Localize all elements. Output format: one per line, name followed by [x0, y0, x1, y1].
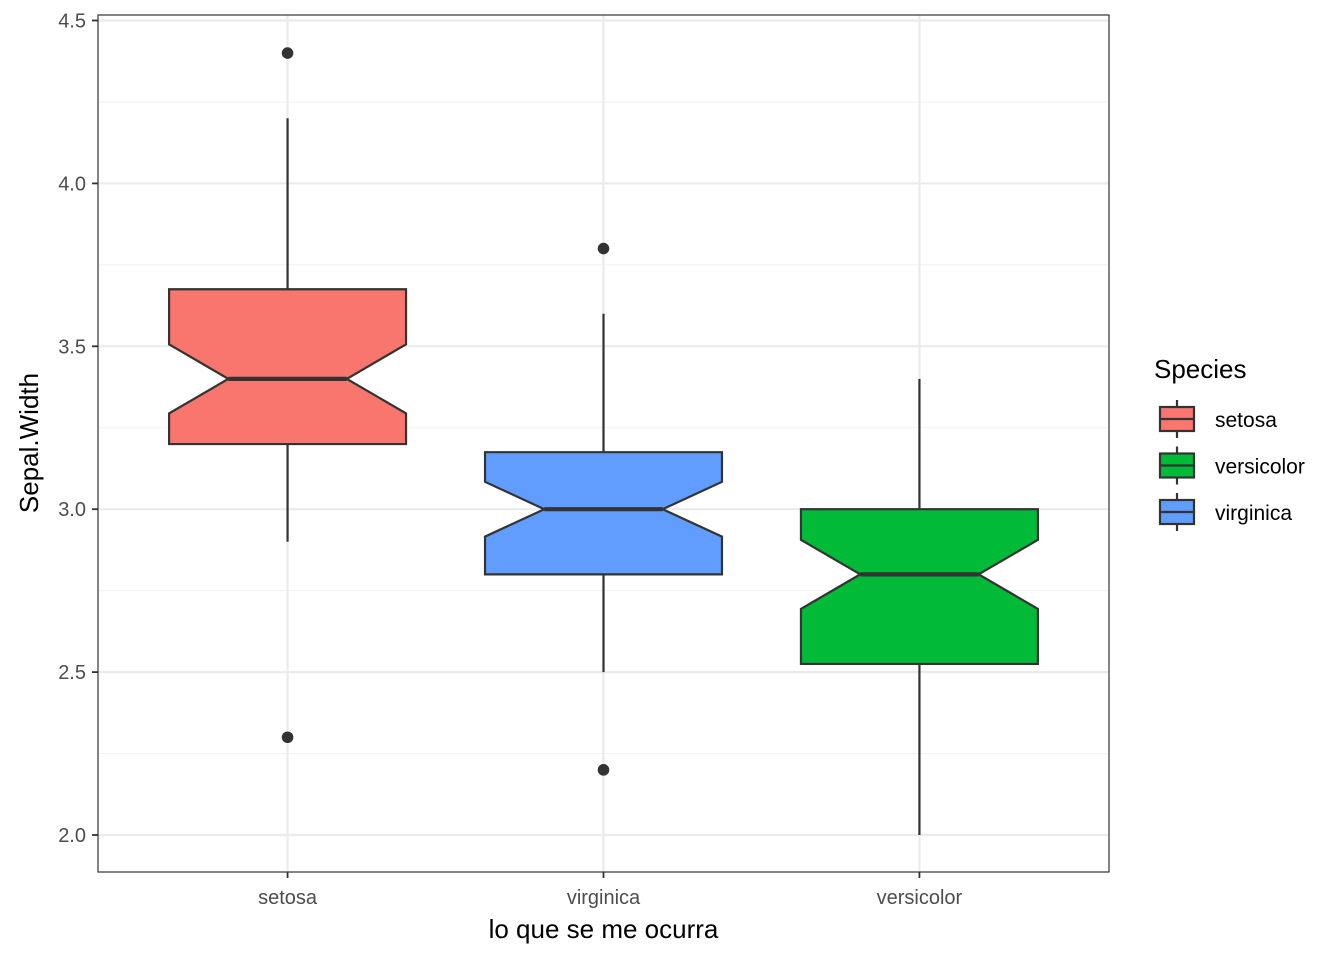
- y-tick-label: 2.0: [58, 825, 86, 847]
- axes: 2.0 2.5 3.0 3.5 4.0 4.5 setosa virginica versico…: [58, 11, 962, 910]
- boxes: [167, 47, 1040, 835]
- y-tick-label: 2.5: [58, 662, 86, 684]
- x-tick-label: virginica: [567, 887, 641, 909]
- legend-label: versicolor: [1215, 456, 1305, 479]
- legend-label: virginica: [1215, 502, 1292, 525]
- box-setosa: [167, 47, 408, 744]
- outlier-point: [281, 731, 294, 744]
- box-body: [167, 288, 408, 446]
- y-tick-label: 3.0: [58, 499, 86, 521]
- y-tick-label: 3.5: [58, 336, 86, 358]
- x-axis-title: lo que se me ocurra: [489, 914, 719, 944]
- x-tick-label: setosa: [258, 887, 318, 909]
- y-tick-label: 4.0: [58, 173, 86, 195]
- x-tick-label: versicolor: [877, 887, 963, 909]
- outlier-point: [597, 764, 610, 776]
- legend-item-virginica: virginica: [1158, 493, 1292, 531]
- legend-item-versicolor: versicolor: [1158, 446, 1305, 485]
- legend: Species setosa versicolor virginica: [1154, 354, 1305, 531]
- legend-title: Species: [1154, 354, 1247, 384]
- box-body: [799, 508, 1040, 666]
- legend-label: setosa: [1215, 409, 1277, 432]
- outlier-point: [281, 47, 294, 59]
- box-versicolor: [799, 378, 1040, 835]
- y-axis-title: Sepal.Width: [14, 373, 44, 513]
- y-tick-label: 4.5: [58, 11, 86, 33]
- box-virginica: [483, 242, 724, 776]
- box-body: [483, 451, 724, 576]
- legend-item-setosa: setosa: [1158, 400, 1277, 438]
- outlier-point: [597, 242, 610, 255]
